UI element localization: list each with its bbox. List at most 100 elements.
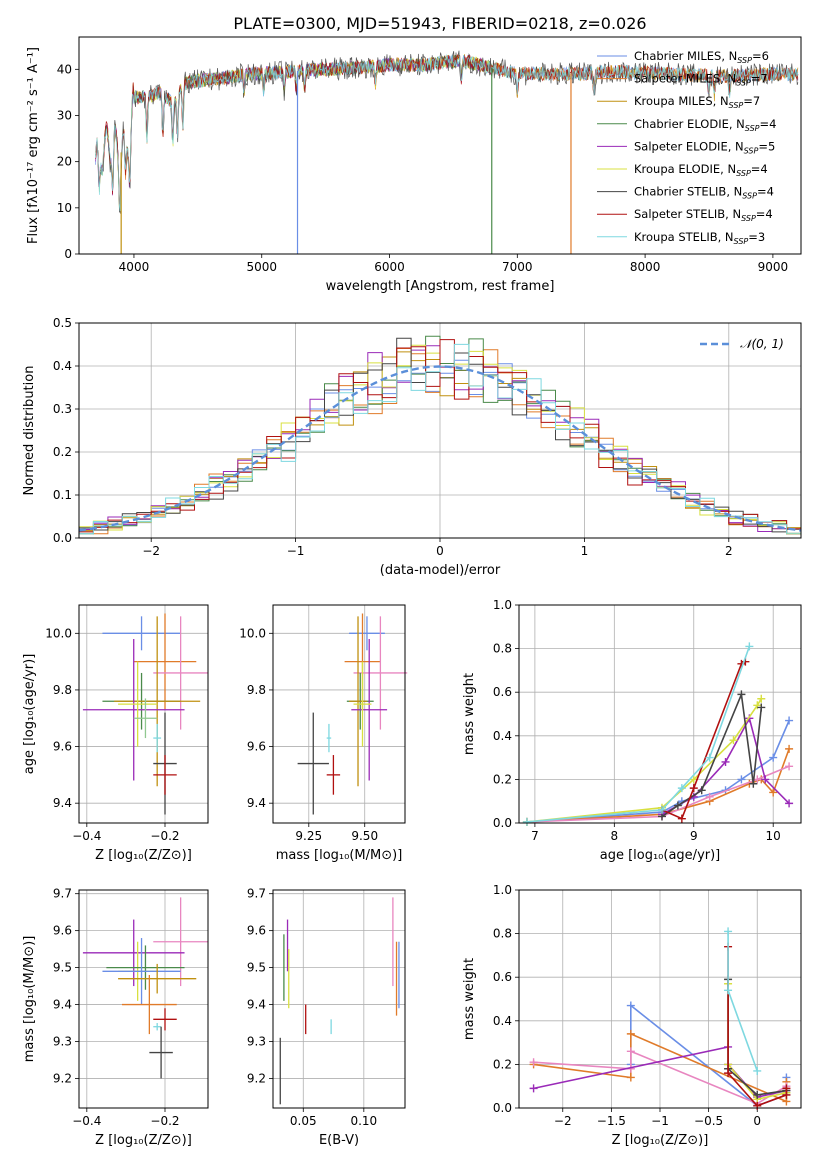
chart-weight-vs-age: 7 8 9 10 0.0 0.2 0.4 0.6 0.8 1.0 age [log₁₀(age/yr… [462, 598, 802, 863]
x-tick-label: 10 [766, 829, 781, 843]
mass-weight-marker [522, 817, 531, 826]
y-tick-label: 9.7 [247, 887, 266, 901]
y-axis-label: mass weight [462, 673, 477, 755]
y-tick-label: 0.2 [493, 1057, 512, 1071]
axes-frame [78, 604, 209, 824]
y-tick-label: 0.1 [53, 488, 72, 502]
y-tick-label: 10.0 [45, 626, 72, 640]
mass-weight-line [526, 765, 790, 823]
axes-frame [78, 889, 209, 1109]
mass-weight-marker [677, 814, 686, 823]
mass-weight-marker [737, 690, 746, 699]
y-tick-label: 0.2 [493, 772, 512, 786]
y-tick-label: 10.0 [239, 626, 266, 640]
spectrum-series-line [95, 54, 492, 210]
mass-weight-marker [529, 1084, 538, 1093]
y-tick-label: 9.6 [53, 740, 72, 754]
mass-weight-marker [724, 986, 733, 995]
y-axis-label: age [log₁₀(age/yr)] [22, 654, 37, 775]
mass-weight-marker [697, 786, 706, 795]
y-tick-label: 0.0 [493, 816, 512, 830]
y-tick-label: 9.4 [53, 998, 72, 1012]
x-tick-label: −1.5 [597, 1114, 626, 1128]
mass-weight-line [661, 691, 763, 818]
x-tick-label: −2 [142, 544, 160, 558]
y-tick-label: 9.2 [53, 1071, 72, 1085]
y-tick-label: 9.6 [247, 924, 266, 938]
x-tick-label: −0.4 [72, 829, 101, 843]
y-tick-label: 0.4 [493, 1014, 512, 1028]
x-tick-label: −0.2 [150, 829, 179, 843]
y-tick-label: 0.4 [493, 729, 512, 743]
y-tick-label: 9.2 [247, 1071, 266, 1085]
mass-weight-marker [753, 775, 762, 784]
mass-weight-marker [753, 1090, 762, 1099]
y-tick-label: 0.4 [53, 359, 72, 373]
x-tick-label: 6000 [374, 260, 405, 274]
y-tick-label: 0.5 [53, 316, 72, 330]
x-tick-label: 0 [753, 1114, 761, 1128]
chart-mass-vs-Z: −0.4 −0.2 9.2 9.3 9.4 9.5 9.6 9.7 Z [log₁₀(Z/Z⊙)… [22, 887, 209, 1148]
mass-weight-marker [724, 1069, 733, 1078]
y-tick-label: 0.8 [493, 642, 512, 656]
axes-frame [518, 604, 802, 824]
mass-weight-marker [677, 784, 686, 793]
chart-weight-vs-Z: −2 −1.5 −1 −0.5 0 0.0 0.2 0.4 0.6 0.8 1.0 Z [log₁₀(… [462, 883, 802, 1148]
chart-age-vs-Z: −0.4 −0.2 9.4 9.6 9.8 10.0 Z [log₁₀(Z/Z⊙)] age … [22, 604, 209, 863]
gaussian-curve [78, 365, 802, 532]
mass-weight-marker [757, 694, 766, 703]
legend-label: Kroupa ELODIE, NSSP=4 [634, 162, 768, 178]
legend-label: Chabrier ELODIE, NSSP=4 [634, 117, 776, 133]
mass-weight-marker [529, 1058, 538, 1067]
y-tick-label: 9.4 [247, 796, 266, 810]
y-tick-label: 9.4 [247, 998, 266, 1012]
mass-weight-marker [626, 1029, 635, 1038]
spectrum-series-line [95, 54, 492, 211]
y-axis-label: Flux [fλ10⁻¹⁷ erg cm⁻² s⁻¹ A⁻¹] [26, 47, 41, 244]
x-tick-label: 9000 [758, 260, 789, 274]
x-axis-label: E(B-V) [319, 1133, 359, 1148]
y-tick-label: 1.0 [493, 598, 512, 612]
mass-weight-marker [745, 642, 754, 651]
spectrum-series-line [95, 53, 799, 212]
histogram-step-line [79, 339, 801, 533]
axes-frame [518, 889, 802, 1109]
x-tick-label: −2 [554, 1114, 572, 1128]
mass-weight-marker [782, 1084, 791, 1093]
x-tick-label: 5000 [246, 260, 277, 274]
mass-weight-marker [626, 1001, 635, 1010]
y-tick-label: 9.4 [53, 796, 72, 810]
x-tick-label: −0.5 [694, 1114, 723, 1128]
y-tick-label: 9.6 [53, 924, 72, 938]
x-axis-label: Z [log₁₀(Z/Z⊙)] [95, 1133, 192, 1148]
x-tick-label: 9 [690, 829, 698, 843]
y-tick-label: 10 [57, 201, 72, 215]
x-axis-label: age [log₁₀(age/yr)] [600, 848, 721, 863]
y-tick-label: 30 [57, 108, 72, 122]
y-tick-label: 0.6 [493, 970, 512, 984]
y-tick-label: 0.0 [53, 531, 72, 545]
chart-mass-vs-EBV: 0.05 0.10 9.2 9.3 9.4 9.5 9.6 9.7 E(B-V) [247, 887, 406, 1148]
mass-weight-line [727, 931, 758, 1072]
legend-label: 𝒩(0, 1) [740, 337, 784, 351]
x-tick-label: −0.4 [72, 1114, 101, 1128]
mass-weight-marker [721, 757, 730, 766]
y-tick-label: 9.8 [247, 683, 266, 697]
mass-weight-marker [729, 736, 738, 745]
y-tick-label: 9.3 [247, 1034, 266, 1048]
mass-weight-marker [769, 788, 778, 797]
y-axis-label: mass weight [462, 958, 477, 1040]
x-tick-label: 1 [581, 544, 589, 558]
y-tick-label: 0.8 [493, 927, 512, 941]
legend-label: Kroupa STELIB, NSSP=3 [634, 230, 765, 246]
x-axis-label: mass [log₁₀(M/M⊙)] [276, 848, 403, 863]
x-tick-label: 0.05 [290, 1114, 317, 1128]
x-tick-label: 4000 [119, 260, 150, 274]
legend-label: Chabrier MILES, NSSP=6 [634, 49, 769, 65]
x-tick-label: 8 [611, 829, 619, 843]
x-axis-label: Z [log₁₀(Z/Z⊙)] [612, 1133, 709, 1148]
y-axis-label: Normed distribution [22, 366, 37, 496]
y-tick-label: 20 [57, 155, 72, 169]
mass-weight-marker [785, 762, 794, 771]
